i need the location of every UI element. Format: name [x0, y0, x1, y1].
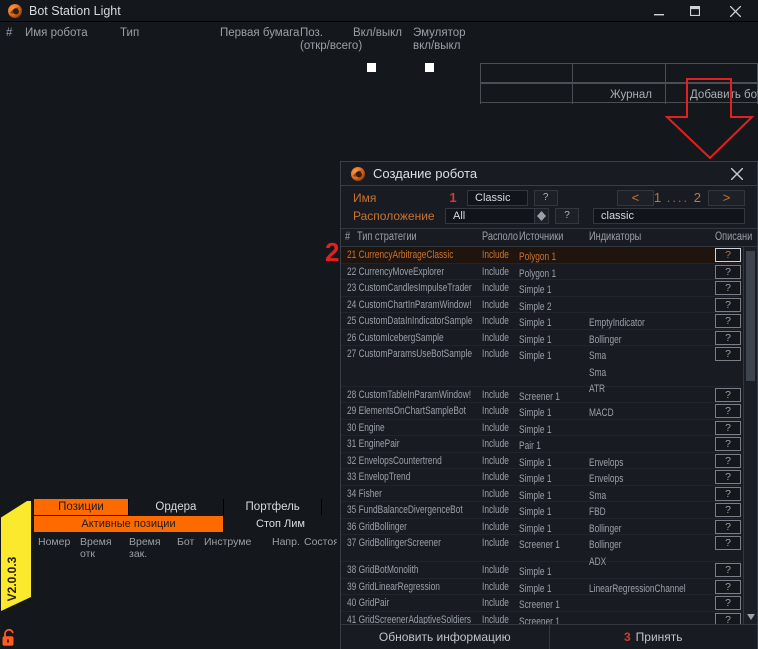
svg-text:2: 2 — [325, 237, 339, 267]
svg-text:V2.0.0.3: V2.0.0.3 — [5, 556, 19, 601]
